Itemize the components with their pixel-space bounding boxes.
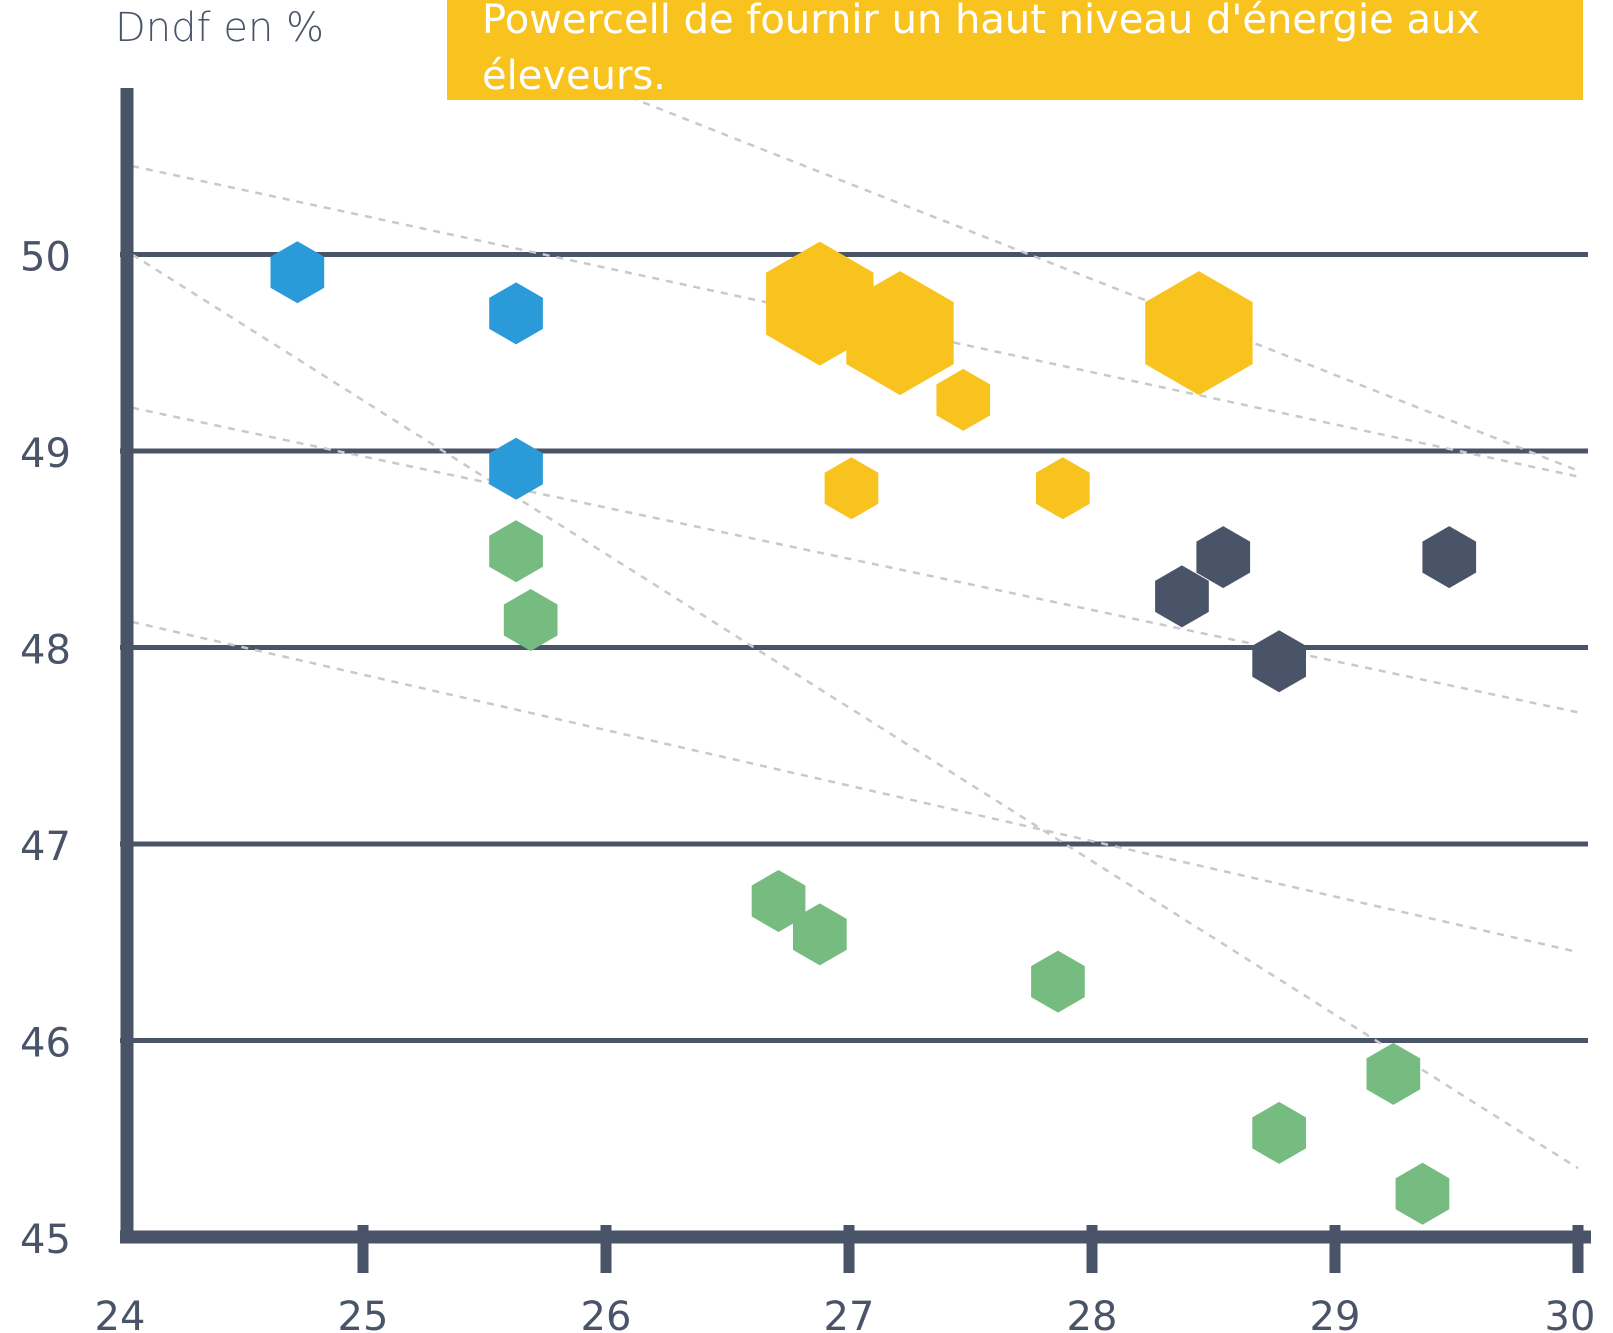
trend-line-5 [131, 253, 1579, 1170]
x-tick-label-25: 25 [338, 1294, 389, 1333]
x-tick-label-26: 26 [581, 1294, 632, 1333]
x-tick-label-27: 27 [824, 1294, 875, 1333]
x-tick-label-24: 24 [95, 1294, 146, 1333]
trend-line-1 [131, 164, 1579, 478]
data-point-series1-3 [489, 437, 543, 500]
data-point-series4-4 [793, 903, 847, 966]
data-point-series4-7 [1366, 1042, 1421, 1105]
data-point-series2-6 [1036, 457, 1090, 520]
y-tick-label-48: 48 [20, 628, 71, 674]
x-tick-label-30: 30 [1545, 1294, 1596, 1333]
x-tick-label-29: 29 [1310, 1294, 1361, 1333]
y-tick-label-45: 45 [20, 1217, 71, 1263]
y-tick-label-47: 47 [20, 824, 71, 870]
data-point-series2-3 [1145, 271, 1253, 396]
y-axis-label: Dndf en % [115, 5, 325, 51]
annotation-text: Powercell de fournir un haut niveau d'én… [482, 0, 1481, 99]
data-point-series3-4 [1252, 630, 1306, 693]
data-point-series4-3 [751, 870, 806, 932]
data-point-series4-5 [1031, 950, 1085, 1013]
data-point-series2-5 [824, 457, 879, 520]
data-point-series2-2 [846, 271, 954, 396]
trend-line-3 [131, 620, 1579, 954]
data-point-series3-1 [1196, 526, 1251, 589]
data-point-series1-1 [270, 241, 325, 304]
data-point-series2-4 [936, 368, 991, 431]
data-point-series4-2 [503, 589, 558, 651]
data-point-series3-3 [1422, 526, 1477, 589]
y-tick-label-50: 50 [20, 235, 71, 281]
data-point-series4-1 [489, 520, 543, 583]
annotation-banner: Powercell de fournir un haut niveau d'én… [447, 0, 1583, 100]
x-tick-label-28: 28 [1067, 1294, 1118, 1333]
data-point-series4-6 [1252, 1101, 1306, 1164]
y-tick-label-49: 49 [20, 431, 71, 477]
y-tick-label-46: 46 [20, 1021, 71, 1067]
data-point-series1-2 [489, 282, 543, 345]
data-point-series3-2 [1155, 565, 1209, 628]
trend-line-4 [629, 96, 1579, 472]
data-point-series4-8 [1395, 1162, 1450, 1225]
